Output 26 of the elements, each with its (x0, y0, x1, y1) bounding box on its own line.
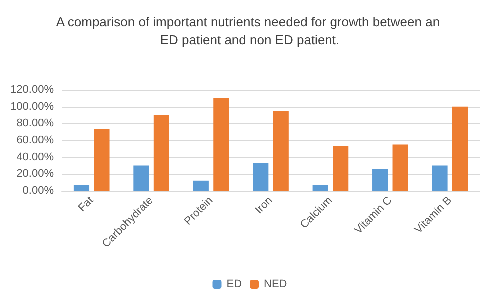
bar (214, 98, 230, 191)
bar (94, 130, 110, 191)
y-tick-label: 0.00% (22, 185, 54, 197)
bar (154, 115, 170, 191)
bar (432, 166, 448, 191)
x-tick-label: Iron (253, 194, 276, 217)
y-tick-label: 20.00% (16, 168, 54, 180)
x-tick-label: Fat (76, 194, 96, 214)
bar (372, 169, 388, 191)
bar (392, 144, 408, 191)
legend-label: ED (226, 278, 242, 290)
legend-label: NED (264, 278, 288, 290)
bar (74, 185, 90, 191)
bar (193, 180, 209, 191)
bar (134, 166, 150, 191)
y-tick-label: 120.00% (10, 84, 54, 96)
y-tick-label: 40.00% (16, 151, 54, 164)
y-tick-label: 80.00% (16, 118, 54, 130)
bar (253, 163, 269, 191)
bar (273, 111, 289, 191)
bar (452, 106, 468, 191)
y-tick-label: 100.00% (10, 100, 54, 113)
y-tick-label: 60.00% (16, 134, 54, 146)
bar (312, 185, 328, 191)
chart-title: A comparison of important nutrients needed for growth between an ED patient and non ED patient. (56, 14, 444, 48)
bar (333, 146, 349, 191)
